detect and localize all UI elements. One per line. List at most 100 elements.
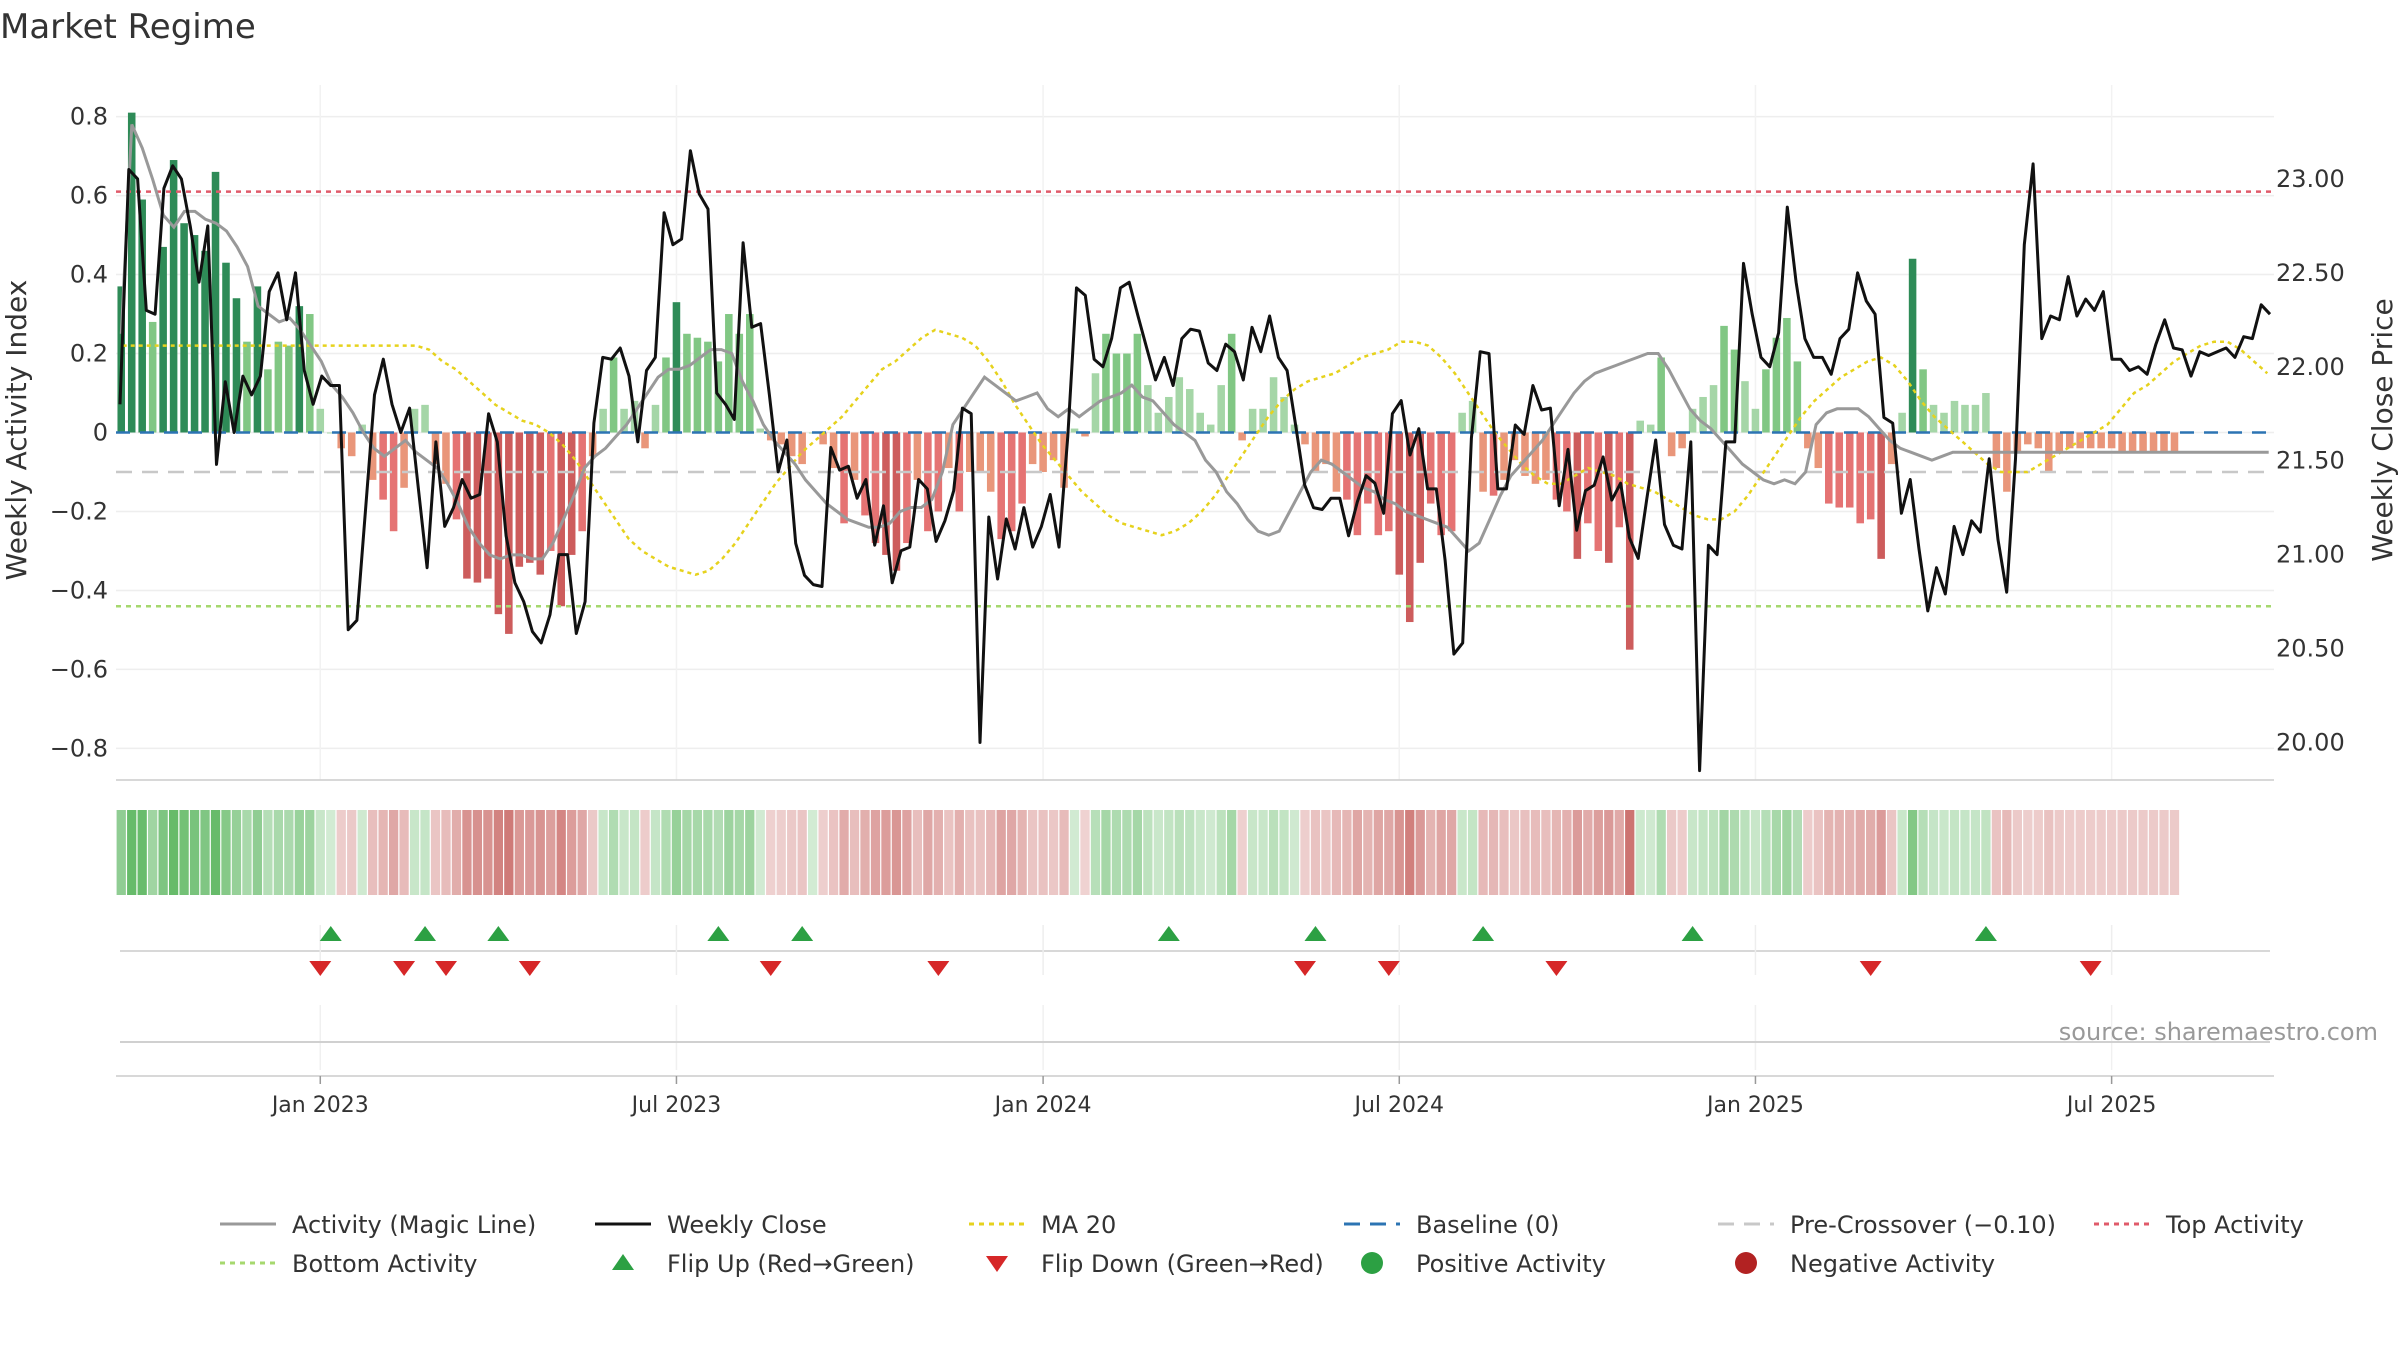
activity-bar	[1919, 369, 1927, 433]
heat-cell	[1195, 810, 1205, 895]
heat-cell	[1729, 810, 1740, 895]
flip-up-marker	[414, 926, 437, 941]
heat-cell	[357, 810, 367, 895]
heat-cell	[210, 810, 221, 895]
heat-cell	[1289, 810, 1300, 895]
flip-down-marker	[1545, 961, 1568, 976]
activity-bar	[515, 432, 524, 567]
activity-bar	[1259, 408, 1267, 433]
activity-bar	[1730, 349, 1739, 433]
activity-bar	[1699, 396, 1707, 433]
heat-cell	[472, 810, 483, 895]
activity-bar	[1144, 385, 1152, 433]
activity-bar	[1290, 424, 1299, 433]
heat-cell	[1331, 810, 1342, 895]
flip-down-marker	[927, 961, 950, 976]
heat-cell	[766, 810, 776, 895]
heat-cell	[629, 810, 640, 895]
heat-cell	[1845, 810, 1855, 895]
heat-cell	[1761, 810, 1771, 895]
activity-bar	[148, 321, 157, 433]
heat-cell	[1415, 810, 1425, 895]
activity-bar	[1133, 333, 1142, 433]
heat-cell	[1300, 810, 1310, 895]
activity-bar	[1238, 432, 1246, 441]
flip-down-marker	[1859, 961, 1882, 976]
heat-cell	[724, 810, 734, 895]
activity-bar	[1877, 432, 1885, 559]
activity-bar	[1835, 432, 1844, 508]
source-note: source: sharemaestro.com	[2059, 1018, 2378, 1046]
activity-bar	[672, 302, 681, 433]
heat-cell	[2033, 810, 2043, 895]
heat-cell	[1604, 810, 1614, 895]
activity-bar	[442, 432, 450, 484]
activity-bar	[1940, 412, 1948, 433]
heat-cell	[567, 810, 577, 895]
heat-cell	[1153, 810, 1163, 895]
activity-bar	[1374, 432, 1383, 536]
heat-cell	[388, 810, 399, 895]
heat-cell	[420, 810, 430, 895]
x-tick-label: Jan 2024	[993, 1093, 1092, 1118]
heat-cell	[2138, 810, 2148, 895]
heat-cell	[986, 810, 996, 895]
heat-cell	[158, 810, 168, 895]
heat-cell	[661, 810, 671, 895]
activity-bar	[882, 432, 890, 555]
activity-bar	[1573, 432, 1582, 559]
heat-cell	[2148, 810, 2159, 895]
flip-down-marker	[518, 961, 541, 976]
x-axis: Jan 2023 Jul 2023 Jan 2024 Jul 2024 Jan 2025…	[116, 1075, 2274, 1118]
heat-cell	[493, 810, 504, 895]
activity-bar	[725, 314, 733, 433]
activity-bar	[1447, 432, 1456, 532]
activity-bar	[599, 408, 607, 433]
activity-bar	[347, 432, 356, 457]
activity-bar	[1971, 404, 1980, 433]
heat-cell	[839, 810, 849, 895]
heat-cell	[692, 810, 703, 895]
activity-bar	[966, 432, 974, 472]
activity-bar	[546, 432, 555, 551]
activity-bar	[180, 223, 188, 433]
heat-cell	[2106, 810, 2117, 895]
activity-bar	[1856, 432, 1864, 524]
activity-bar	[1772, 337, 1781, 433]
lower-panel	[120, 1005, 2270, 1070]
x-tick-label: Jan 2025	[1705, 1093, 1804, 1118]
heat-cell	[1855, 810, 1865, 895]
heat-cell	[1687, 810, 1698, 895]
right-tick-label: 22.50	[2276, 259, 2345, 287]
activity-bar	[1563, 432, 1571, 512]
heat-cell	[870, 810, 881, 895]
heat-cell	[650, 810, 661, 895]
heat-cell	[2169, 810, 2180, 895]
heat-cell	[315, 810, 325, 895]
activity-bar	[1709, 385, 1718, 433]
activity-bar	[1678, 432, 1686, 449]
heat-cell	[294, 810, 304, 895]
heat-cell	[598, 810, 608, 895]
weekly-close-line	[118, 149, 2272, 773]
activity-bar	[1845, 432, 1854, 508]
flip-up-marker	[1472, 926, 1495, 941]
activity-bar	[1542, 432, 1550, 480]
heat-cell	[1509, 810, 1520, 895]
heat-cell	[556, 810, 566, 895]
heat-cell	[682, 810, 692, 895]
left-tick-label: −0.8	[50, 734, 108, 762]
activity-bar	[400, 432, 408, 488]
legend: Activity (Magic Line) Weekly Close MA 20 Ba…	[220, 1211, 2304, 1278]
activity-bar	[1196, 412, 1205, 433]
heat-cell	[1583, 810, 1593, 895]
activity-bar	[934, 432, 943, 512]
activity-bar	[473, 432, 482, 583]
legend-label: Positive Activity	[1416, 1250, 1606, 1278]
legend-swatch	[612, 1254, 634, 1270]
activity-bar	[1175, 377, 1184, 433]
heat-cell	[1876, 810, 1886, 895]
heat-cell	[1132, 810, 1143, 895]
flip-markers	[120, 925, 2270, 976]
activity-bar	[641, 432, 649, 449]
